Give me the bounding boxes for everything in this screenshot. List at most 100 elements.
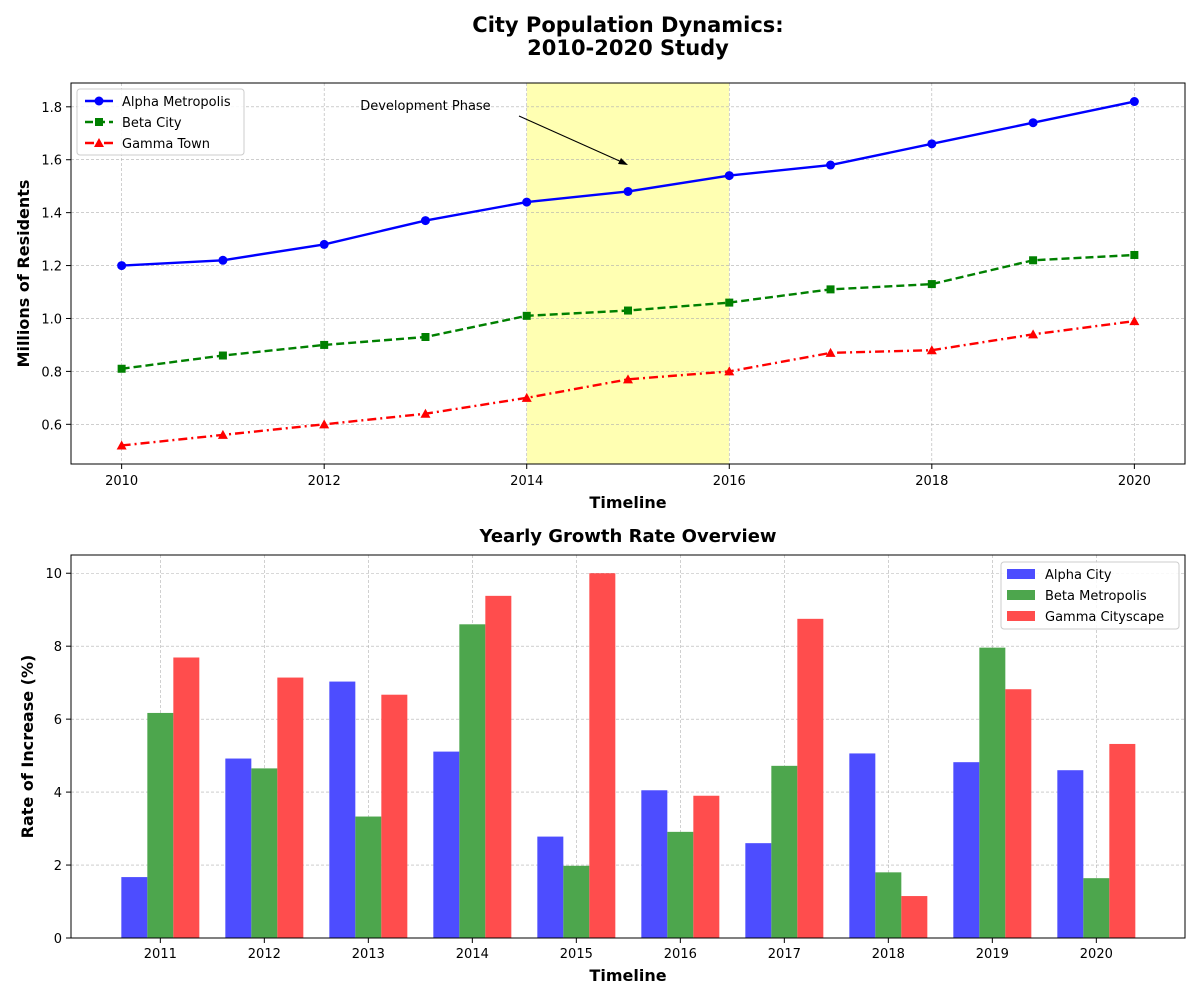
data-point bbox=[623, 374, 633, 384]
legend-marker bbox=[95, 118, 103, 126]
data-point bbox=[1129, 316, 1140, 326]
data-point bbox=[117, 364, 126, 373]
y-tick-label: 0.6 bbox=[41, 418, 62, 433]
x-tick-label: 2010 bbox=[105, 474, 138, 489]
y-tick-label: 1.8 bbox=[41, 101, 62, 116]
bar bbox=[771, 765, 798, 938]
bar bbox=[1057, 770, 1084, 938]
y-tick-label: 6 bbox=[54, 713, 62, 728]
data-point bbox=[319, 419, 330, 429]
data-point bbox=[218, 351, 227, 360]
bar bbox=[251, 768, 278, 938]
x-tick-label: 2012 bbox=[248, 947, 281, 962]
data-point bbox=[116, 440, 127, 450]
y-tick-label: 4 bbox=[54, 786, 62, 801]
bar bbox=[433, 751, 460, 938]
y-tick-label: 10 bbox=[45, 567, 62, 582]
bar bbox=[381, 694, 408, 938]
bar bbox=[901, 896, 928, 938]
data-point bbox=[522, 197, 532, 207]
bar bbox=[147, 712, 174, 938]
legend-label: Alpha City bbox=[1045, 568, 1112, 583]
data-point bbox=[826, 285, 835, 294]
x-tick-label: 2014 bbox=[510, 474, 543, 489]
figure-title-line2: 2010-2020 Study bbox=[527, 36, 729, 60]
bar bbox=[875, 872, 902, 938]
legend-box bbox=[76, 88, 245, 156]
bar bbox=[225, 758, 252, 938]
data-point bbox=[1028, 329, 1039, 339]
legend-swatch bbox=[1007, 590, 1035, 600]
bar bbox=[537, 836, 564, 938]
bar bbox=[277, 677, 304, 938]
legend-marker bbox=[94, 138, 104, 147]
x-tick-label: 2017 bbox=[768, 947, 801, 962]
figure-title-line1: City Population Dynamics: bbox=[472, 13, 783, 37]
legend: Alpha Metropolis Beta City Gamma Town bbox=[76, 88, 245, 156]
legend-marker bbox=[94, 96, 104, 106]
legend-swatch bbox=[1007, 611, 1035, 621]
bar bbox=[641, 790, 668, 938]
annotation-arrow-head bbox=[618, 158, 628, 166]
data-point bbox=[420, 408, 431, 418]
x-tick-label: 2016 bbox=[713, 474, 746, 489]
data-point bbox=[826, 160, 836, 170]
data-point bbox=[1129, 97, 1139, 107]
growth-rate-bar-chart: Yearly Growth Rate Overview 0 2 4 6 8 10 2011 20… bbox=[18, 526, 1186, 985]
x-tick-label: 2014 bbox=[456, 947, 489, 962]
data-point bbox=[320, 340, 329, 349]
data-point bbox=[218, 255, 228, 265]
y-tick-label: 8 bbox=[54, 640, 62, 655]
x-tick-label: 2020 bbox=[1080, 947, 1113, 962]
x-tick-label: 2012 bbox=[308, 474, 341, 489]
data-point bbox=[421, 333, 430, 341]
bar bbox=[849, 753, 876, 938]
x-tick-label: 2018 bbox=[872, 947, 905, 962]
data-point bbox=[724, 171, 734, 181]
population-line-chart: 2010 2012 2014 2016 2018 2020 0.6 0.8 1.0 1.2 1.4 1… bbox=[14, 82, 1186, 512]
data-point bbox=[725, 298, 734, 307]
bar bbox=[355, 816, 382, 938]
bar bbox=[589, 573, 616, 938]
y-axis-label: Millions of Residents bbox=[14, 180, 33, 368]
data-point bbox=[420, 216, 430, 226]
data-point bbox=[522, 311, 531, 320]
plot-frame bbox=[70, 82, 1186, 465]
data-point bbox=[117, 261, 127, 271]
bar bbox=[953, 762, 980, 938]
y-tick-label: 0 bbox=[54, 932, 62, 947]
bar bbox=[1005, 689, 1032, 938]
x-tick-label: 2020 bbox=[1118, 474, 1151, 489]
data-point bbox=[319, 239, 329, 249]
bar bbox=[459, 624, 486, 938]
bar bbox=[121, 877, 148, 938]
legend-label: Beta Metropolis bbox=[1045, 589, 1147, 604]
y-axis-label: Rate of Increase (%) bbox=[18, 655, 37, 839]
data-point bbox=[927, 139, 937, 149]
x-axis-label: Timeline bbox=[589, 966, 666, 985]
data-point bbox=[217, 429, 228, 439]
bar bbox=[329, 681, 356, 938]
data-point bbox=[1028, 118, 1038, 128]
x-tick-label: 2018 bbox=[915, 474, 948, 489]
y-tick-label: 0.8 bbox=[41, 365, 62, 380]
bar bbox=[563, 865, 590, 938]
x-tick-label: 2013 bbox=[352, 947, 385, 962]
data-point bbox=[1130, 250, 1139, 259]
bar bbox=[745, 843, 772, 938]
y-tick-label: 1.0 bbox=[41, 312, 62, 327]
annotation-label: Development Phase bbox=[360, 99, 490, 114]
legend-label: Gamma Cityscape bbox=[1045, 610, 1164, 625]
x-tick-label: 2019 bbox=[976, 947, 1009, 962]
data-point bbox=[927, 280, 936, 289]
y-tick-label: 1.2 bbox=[41, 260, 62, 275]
legend-label: Gamma Town bbox=[122, 137, 210, 152]
bar bbox=[693, 795, 720, 938]
bar bbox=[667, 831, 694, 938]
legend-label: Beta City bbox=[122, 116, 182, 131]
bar bbox=[797, 618, 824, 938]
x-tick-label: 2011 bbox=[144, 947, 177, 962]
data-point bbox=[825, 347, 836, 357]
development-phase-region bbox=[526, 83, 730, 464]
